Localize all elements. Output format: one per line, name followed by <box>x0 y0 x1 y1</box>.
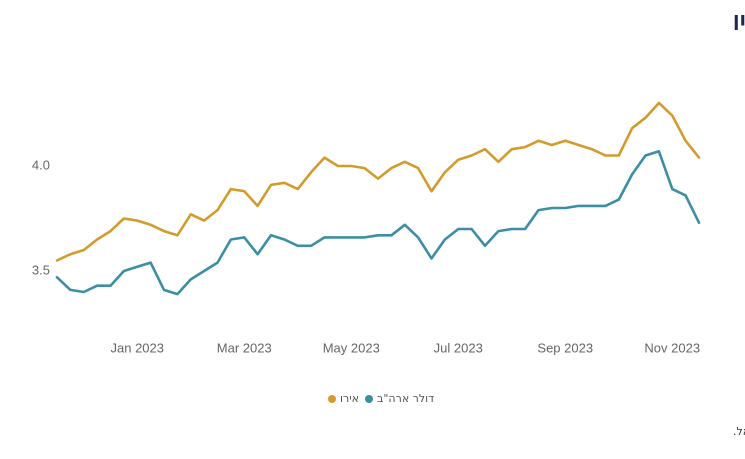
x-tick-label: Nov 2023 <box>644 340 700 355</box>
legend-marker <box>365 395 373 403</box>
legend-label: אירו <box>340 392 359 405</box>
y-tick-label: 3.5 <box>32 262 50 277</box>
x-tick-label: Mar 2023 <box>217 340 272 355</box>
y-tick-label: 4.0 <box>32 157 50 172</box>
source-note: המקור: נתוני ועיבודי בנק ישראל. <box>733 425 745 438</box>
series-line <box>55 101 701 262</box>
chart-title: השקל נחלש עם פרוץ המלחמה והתחזק מחדש במה… <box>733 9 745 31</box>
x-tick-label: Jan 2023 <box>111 340 165 355</box>
x-tick-label: Jul 2023 <box>434 340 483 355</box>
x-tick-label: Sep 2023 <box>537 340 593 355</box>
legend-marker <box>328 395 336 403</box>
x-tick-label: May 2023 <box>323 340 380 355</box>
series-line <box>55 150 701 296</box>
legend-label: דולר ארה"ב <box>377 392 434 405</box>
